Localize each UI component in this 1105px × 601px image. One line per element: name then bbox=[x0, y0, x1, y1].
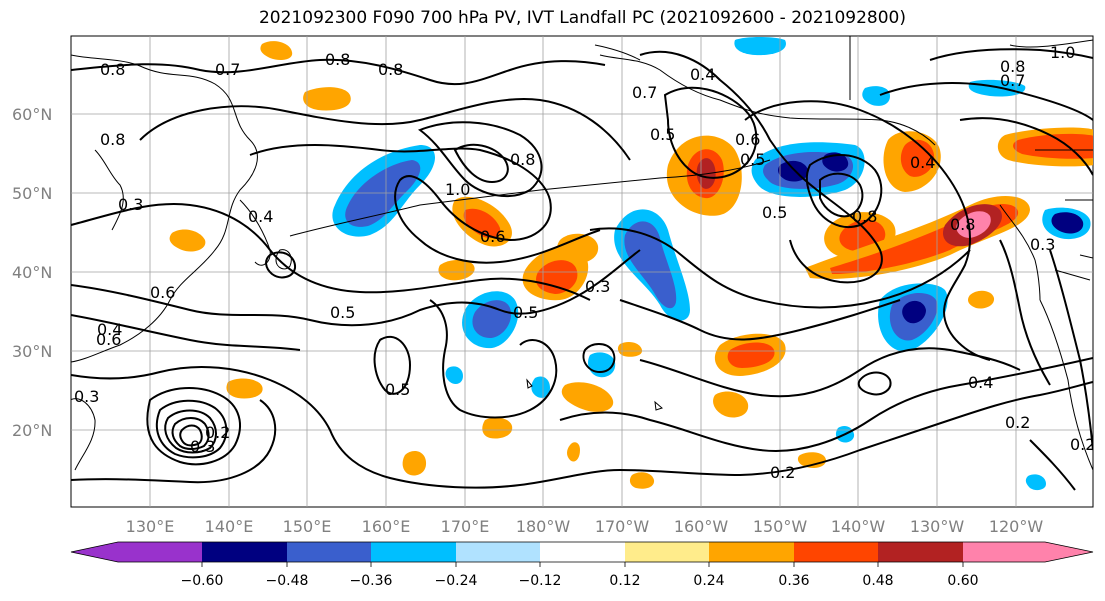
colorbar-segment bbox=[371, 542, 456, 562]
colorbar-tick-label: −0.36 bbox=[350, 573, 393, 589]
contour-label: 0.5 bbox=[513, 303, 538, 322]
colorbar-tick-label: 0.48 bbox=[862, 573, 893, 589]
contour-label: 0.5 bbox=[740, 150, 765, 169]
contour-label: 0.2 bbox=[1070, 435, 1095, 454]
lon-label: 140°W bbox=[831, 517, 886, 536]
colorbar-tick-label: 0.36 bbox=[778, 573, 809, 589]
contour-label: 1.0 bbox=[1050, 43, 1075, 62]
colorbar-tick-label: 0.12 bbox=[609, 573, 640, 589]
lat-label-30n: 30°N bbox=[12, 342, 52, 361]
lon-label: 130°E bbox=[126, 517, 175, 536]
contour-label: 0.4 bbox=[968, 373, 993, 392]
contour-label: 0.3 bbox=[1030, 235, 1055, 254]
lon-label: 160°W bbox=[674, 517, 729, 536]
colorbar-low-extend bbox=[71, 542, 202, 562]
contour-label: 0.4 bbox=[97, 320, 122, 339]
colorbar-tick-label: 0.60 bbox=[947, 573, 978, 589]
colorbar-segment bbox=[794, 542, 878, 562]
contour-label: 0.5 bbox=[650, 125, 675, 144]
colorbar-tick-label: −0.24 bbox=[435, 573, 478, 589]
colorbar-segment bbox=[625, 542, 709, 562]
contour-label: 0.7 bbox=[632, 83, 657, 102]
contour-label: 0.6 bbox=[735, 130, 760, 149]
contour-label: 0.5 bbox=[762, 203, 787, 222]
contour-label: 0.2 bbox=[1005, 413, 1030, 432]
contour-label: 0.7 bbox=[1000, 71, 1025, 90]
lat-label-50n: 50°N bbox=[12, 184, 52, 203]
colorbar-tick-label: −0.12 bbox=[519, 573, 562, 589]
colorbar-ticks bbox=[201, 562, 964, 567]
contour-label: 0.3 bbox=[585, 277, 610, 296]
contour-labels: 0.8 0.7 0.8 0.8 0.8 0.4 0.7 0.5 0.8 0.6 … bbox=[74, 43, 1095, 482]
lat-label-40n: 40°N bbox=[12, 263, 52, 282]
contour-label: 0.7 bbox=[215, 60, 240, 79]
contour-label: 0.4 bbox=[690, 65, 715, 84]
colorbar-high-extend bbox=[963, 542, 1093, 562]
lon-label: 130°W bbox=[910, 517, 965, 536]
colorbar-tick-label: −0.60 bbox=[181, 573, 224, 589]
longitude-labels: 130°E 140°E 150°E 160°E 170°E 180°W 170°… bbox=[126, 517, 1044, 536]
colorbar: −0.60 −0.48 −0.36 −0.24 −0.12 0.12 0.24 … bbox=[70, 541, 1094, 589]
contour-label: 0.8 bbox=[510, 150, 535, 169]
contour-label: 0.6 bbox=[96, 330, 121, 349]
colorbar-segment bbox=[878, 542, 963, 562]
lon-label: 170°W bbox=[595, 517, 650, 536]
contour-label: 0.2 bbox=[770, 463, 795, 482]
lon-label: 160°E bbox=[362, 517, 411, 536]
page-title: 2021092300 F090 700 hPa PV, IVT Landfall… bbox=[258, 8, 906, 28]
coastlines bbox=[71, 36, 1093, 471]
contour-label: 0.6 bbox=[480, 227, 505, 246]
colorbar-segment bbox=[287, 542, 371, 562]
contour-label: 0.2 bbox=[205, 423, 230, 442]
contour-label: 0.3 bbox=[74, 387, 99, 406]
colorbar-segment bbox=[456, 542, 540, 562]
contour-label: 0.8 bbox=[1000, 57, 1025, 76]
lon-label: 150°W bbox=[753, 517, 808, 536]
contour-label: 0.6 bbox=[150, 283, 175, 302]
contour-label: 0.5 bbox=[330, 303, 355, 322]
lon-label: 150°E bbox=[283, 517, 332, 536]
contour-label: 0.8 bbox=[325, 50, 350, 69]
contour-label: 0.3 bbox=[118, 195, 143, 214]
contour-label: 0.8 bbox=[100, 60, 125, 79]
contour-label: 0.4 bbox=[910, 153, 935, 172]
contour-label: 0.8 bbox=[852, 207, 877, 226]
lon-label: 180°W bbox=[516, 517, 571, 536]
contour-label: 0.8 bbox=[950, 215, 975, 234]
colorbar-tick-label: 0.24 bbox=[693, 573, 724, 589]
colorbar-segment bbox=[202, 542, 287, 562]
lon-label: 170°E bbox=[441, 517, 490, 536]
lat-label-60n: 60°N bbox=[12, 105, 52, 124]
lon-label: 140°E bbox=[205, 517, 254, 536]
colorbar-segment bbox=[540, 542, 625, 562]
lat-label-20n: 20°N bbox=[12, 421, 52, 440]
contour-label: 0.8 bbox=[378, 60, 403, 79]
contour-label: 0.5 bbox=[385, 380, 410, 399]
contour-label: 0.8 bbox=[100, 130, 125, 149]
contour-label: 1.0 bbox=[445, 180, 470, 199]
lon-label: 120°W bbox=[989, 517, 1044, 536]
contour-label: 0.3 bbox=[190, 437, 215, 456]
colorbar-segment bbox=[709, 542, 794, 562]
pv-contours bbox=[71, 48, 1093, 491]
latitude-labels: 60°N 50°N 40°N 30°N 20°N bbox=[12, 105, 52, 440]
contour-label: 0.4 bbox=[248, 207, 273, 226]
colorbar-tick-label: −0.48 bbox=[266, 573, 309, 589]
